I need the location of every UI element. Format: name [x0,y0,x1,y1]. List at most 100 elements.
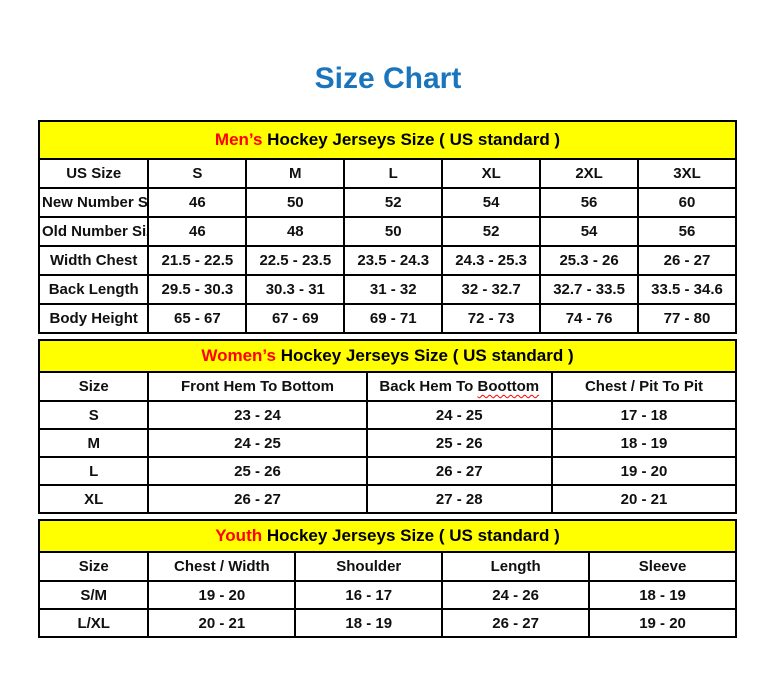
womens-header-row: Size Front Hem To Bottom Back Hem To Boott… [37,371,738,402]
mens-size-value: 52 [343,187,444,218]
mens-data-row: Width Chest 21.5 - 22.5 22.5 - 23.5 23.5 - … [37,245,737,276]
womens-data-row: L 25 - 26 26 - 27 19 - 20 [37,456,738,486]
womens-size-value: 26 - 27 [365,456,553,486]
mens-column-header: US Size [37,158,150,189]
mens-size-value: 56 [539,187,640,218]
mens-size-value: 46 [147,216,248,247]
misspelled-word: Boottom [477,378,540,395]
womens-row-label: L [37,456,150,486]
womens-size-value: 17 - 18 [550,400,738,430]
mens-size-value: 21.5 - 22.5 [147,245,248,276]
youth-size-value: 16 - 17 [294,580,444,610]
womens-size-value: 25 - 26 [147,456,368,486]
mens-size-value: 74 - 76 [539,303,640,334]
mens-size-value: 30.3 - 31 [245,274,346,305]
mens-header-row: US Size S M L XL 2XL 3XL [37,158,737,189]
mens-row-label: Old Number Size [37,216,150,247]
mens-size-value: 26 - 27 [637,245,737,276]
womens-data-row: S 23 - 24 24 - 25 17 - 18 [37,400,738,430]
womens-column-header: Back Hem To Boottom [365,371,553,402]
mens-size-value: 50 [245,187,346,218]
page-title: Size Chart [314,62,462,95]
womens-column-header: Chest / Pit To Pit [550,371,738,402]
mens-size-value: 48 [245,216,346,247]
mens-data-row: Old Number Size464850525456 [37,216,737,247]
youth-column-header: Length [441,551,591,582]
womens-section-title: Women’s Hockey Jerseys Size ( US standar… [38,339,737,373]
mens-column-header: L [343,158,444,189]
mens-size-value: 29.5 - 30.3 [147,274,248,305]
youth-data-row: L/XL 20 - 21 18 - 19 26 - 27 19 - 20 [37,608,737,638]
mens-size-value: 67 - 69 [245,303,346,334]
youth-row-label: S/M [37,580,150,610]
youth-size-value: 19 - 20 [147,580,297,610]
size-tables-container: Men’s Hockey Jerseys Size ( US standard … [37,120,738,638]
womens-size-value: 18 - 19 [550,428,738,458]
mens-section-band-row: Men’s Hockey Jerseys Size ( US standard … [38,120,737,160]
youth-size-value: 19 - 20 [588,608,737,638]
youth-size-value: 18 - 19 [294,608,444,638]
womens-section-title-highlight: Women’s [201,346,276,365]
mens-size-value: 72 - 73 [441,303,542,334]
mens-row-label: Body Height [37,303,150,334]
mens-size-value: 32 - 32.7 [441,274,542,305]
mens-row-label: Back Length [37,274,150,305]
womens-section-band-row: Women’s Hockey Jerseys Size ( US standar… [38,339,737,373]
mens-column-header: 3XL [637,158,737,189]
mens-size-table: Men’s Hockey Jerseys Size ( US standard … [37,120,737,334]
mens-size-value: 54 [441,187,542,218]
youth-data-row: S/M 19 - 20 16 - 17 24 - 26 18 - 19 [37,580,737,610]
mens-section-title: Men’s Hockey Jerseys Size ( US standard … [38,120,737,160]
youth-column-header: Chest / Width [147,551,297,582]
mens-size-value: 65 - 67 [147,303,248,334]
womens-data-row: XL 26 - 27 27 - 28 20 - 21 [37,484,738,514]
youth-section-title: Youth Hockey Jerseys Size ( US standard … [38,519,737,553]
womens-column-header: Size [37,371,150,402]
womens-size-value: 19 - 20 [550,456,738,486]
mens-section-title-rest: Hockey Jerseys Size ( US standard ) [262,130,561,149]
womens-data-row: M 24 - 25 25 - 26 18 - 19 [37,428,738,458]
mens-data-row: New Number Size465052545660 [37,187,737,218]
mens-size-value: 52 [441,216,542,247]
mens-row-label: Width Chest [37,245,150,276]
youth-header-row: Size Chest / Width Shoulder Length Sleeve [37,551,737,582]
mens-size-value: 33.5 - 34.6 [637,274,737,305]
womens-row-label: S [37,400,150,430]
womens-row-label: M [37,428,150,458]
mens-size-value: 31 - 32 [343,274,444,305]
mens-data-row: Back Length 29.5 - 30.3 30.3 - 31 31 - 32 32… [37,274,737,305]
womens-size-table: Women’s Hockey Jerseys Size ( US standar… [37,339,738,514]
mens-size-value: 24.3 - 25.3 [441,245,542,276]
womens-section-title-rest: Hockey Jerseys Size ( US standard ) [275,346,574,365]
mens-data-row: Body Height 65 - 67 67 - 69 69 - 71 72 - 73 7… [37,303,737,334]
youth-column-header: Sleeve [588,551,737,582]
womens-size-value: 25 - 26 [365,428,553,458]
mens-size-value: 56 [637,216,737,247]
youth-size-value: 26 - 27 [441,608,591,638]
womens-size-value: 26 - 27 [147,484,368,514]
mens-size-value: 60 [637,187,737,218]
womens-size-value: 24 - 25 [365,400,553,430]
youth-section-band-row: Youth Hockey Jerseys Size ( US standard … [38,519,737,553]
mens-size-value: 22.5 - 23.5 [245,245,346,276]
youth-section-title-highlight: Youth [215,526,263,545]
youth-size-value: 24 - 26 [441,580,591,610]
youth-size-value: 18 - 19 [588,580,737,610]
womens-row-label: XL [37,484,150,514]
womens-size-value: 27 - 28 [365,484,553,514]
youth-size-table: Youth Hockey Jerseys Size ( US standard … [37,519,737,638]
womens-size-value: 24 - 25 [147,428,368,458]
mens-size-value: 77 - 80 [637,303,737,334]
youth-row-label: L/XL [37,608,150,638]
youth-column-header: Shoulder [294,551,444,582]
youth-size-value: 20 - 21 [147,608,297,638]
mens-size-value: 23.5 - 24.3 [343,245,444,276]
mens-size-value: 50 [343,216,444,247]
mens-size-value: 32.7 - 33.5 [539,274,640,305]
mens-column-header: XL [441,158,542,189]
mens-row-label: New Number Size [37,187,150,218]
youth-section-title-rest: Hockey Jerseys Size ( US standard ) [262,526,560,545]
mens-size-value: 54 [539,216,640,247]
womens-size-value: 23 - 24 [147,400,368,430]
